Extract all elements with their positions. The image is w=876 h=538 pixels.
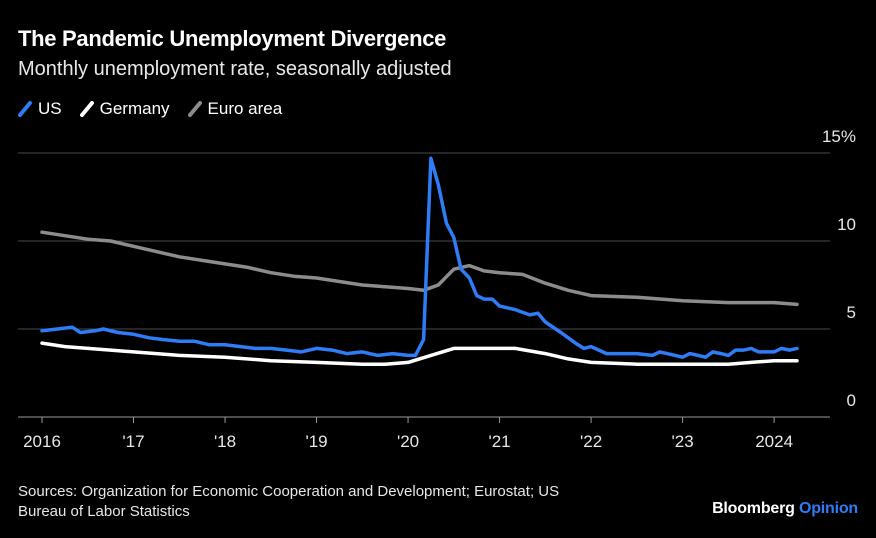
legend-item-us: US bbox=[18, 99, 62, 119]
x-tick-label-6: '22 bbox=[580, 432, 602, 451]
x-tick-label-2: '18 bbox=[214, 432, 236, 451]
x-tick-label-4: '20 bbox=[397, 432, 419, 451]
x-tick-label-8: 2024 bbox=[755, 432, 793, 451]
series-line-germany bbox=[40, 341, 799, 366]
legend-item-euro-area: Euro area bbox=[187, 99, 283, 119]
legend-swatch-us bbox=[18, 101, 32, 117]
y-tick-label-2: 5 bbox=[847, 303, 856, 322]
chart-title: The Pandemic Unemployment Divergence bbox=[18, 26, 447, 51]
series-line-us bbox=[40, 156, 799, 359]
legend-swatch-euro-area bbox=[187, 101, 202, 117]
legend-label-us: US bbox=[38, 99, 62, 118]
legend-label-euro-area: Euro area bbox=[207, 99, 283, 118]
x-tick-label-5: '21 bbox=[488, 432, 510, 451]
x-tick-label-0: 2016 bbox=[23, 432, 61, 451]
source-note: Sources: Organization for Economic Coope… bbox=[18, 483, 560, 520]
x-tick-label-7: '23 bbox=[672, 432, 694, 451]
y-tick-label-3: 0 bbox=[847, 391, 856, 410]
series-line-euro-area bbox=[40, 230, 799, 307]
brand-logo: Bloomberg Opinion bbox=[712, 500, 858, 517]
x-tick-label-3: '19 bbox=[305, 432, 327, 451]
y-tick-label-0: 15% bbox=[822, 127, 856, 146]
line-chart: 15% 10 5 0 2016 '17 '18 '19 '20 '21 '22 '23 2024 bbox=[18, 127, 856, 451]
x-tick-label-1: '17 bbox=[122, 432, 144, 451]
y-tick-label-1: 10 bbox=[837, 215, 856, 234]
legend-swatch-germany bbox=[79, 101, 94, 117]
chart-subtitle: Monthly unemployment rate, seasonally ad… bbox=[18, 58, 452, 80]
legend-label-germany: Germany bbox=[99, 99, 170, 118]
legend-item-germany: Germany bbox=[79, 99, 170, 119]
chart-legend: US Germany Euro area bbox=[18, 99, 300, 119]
